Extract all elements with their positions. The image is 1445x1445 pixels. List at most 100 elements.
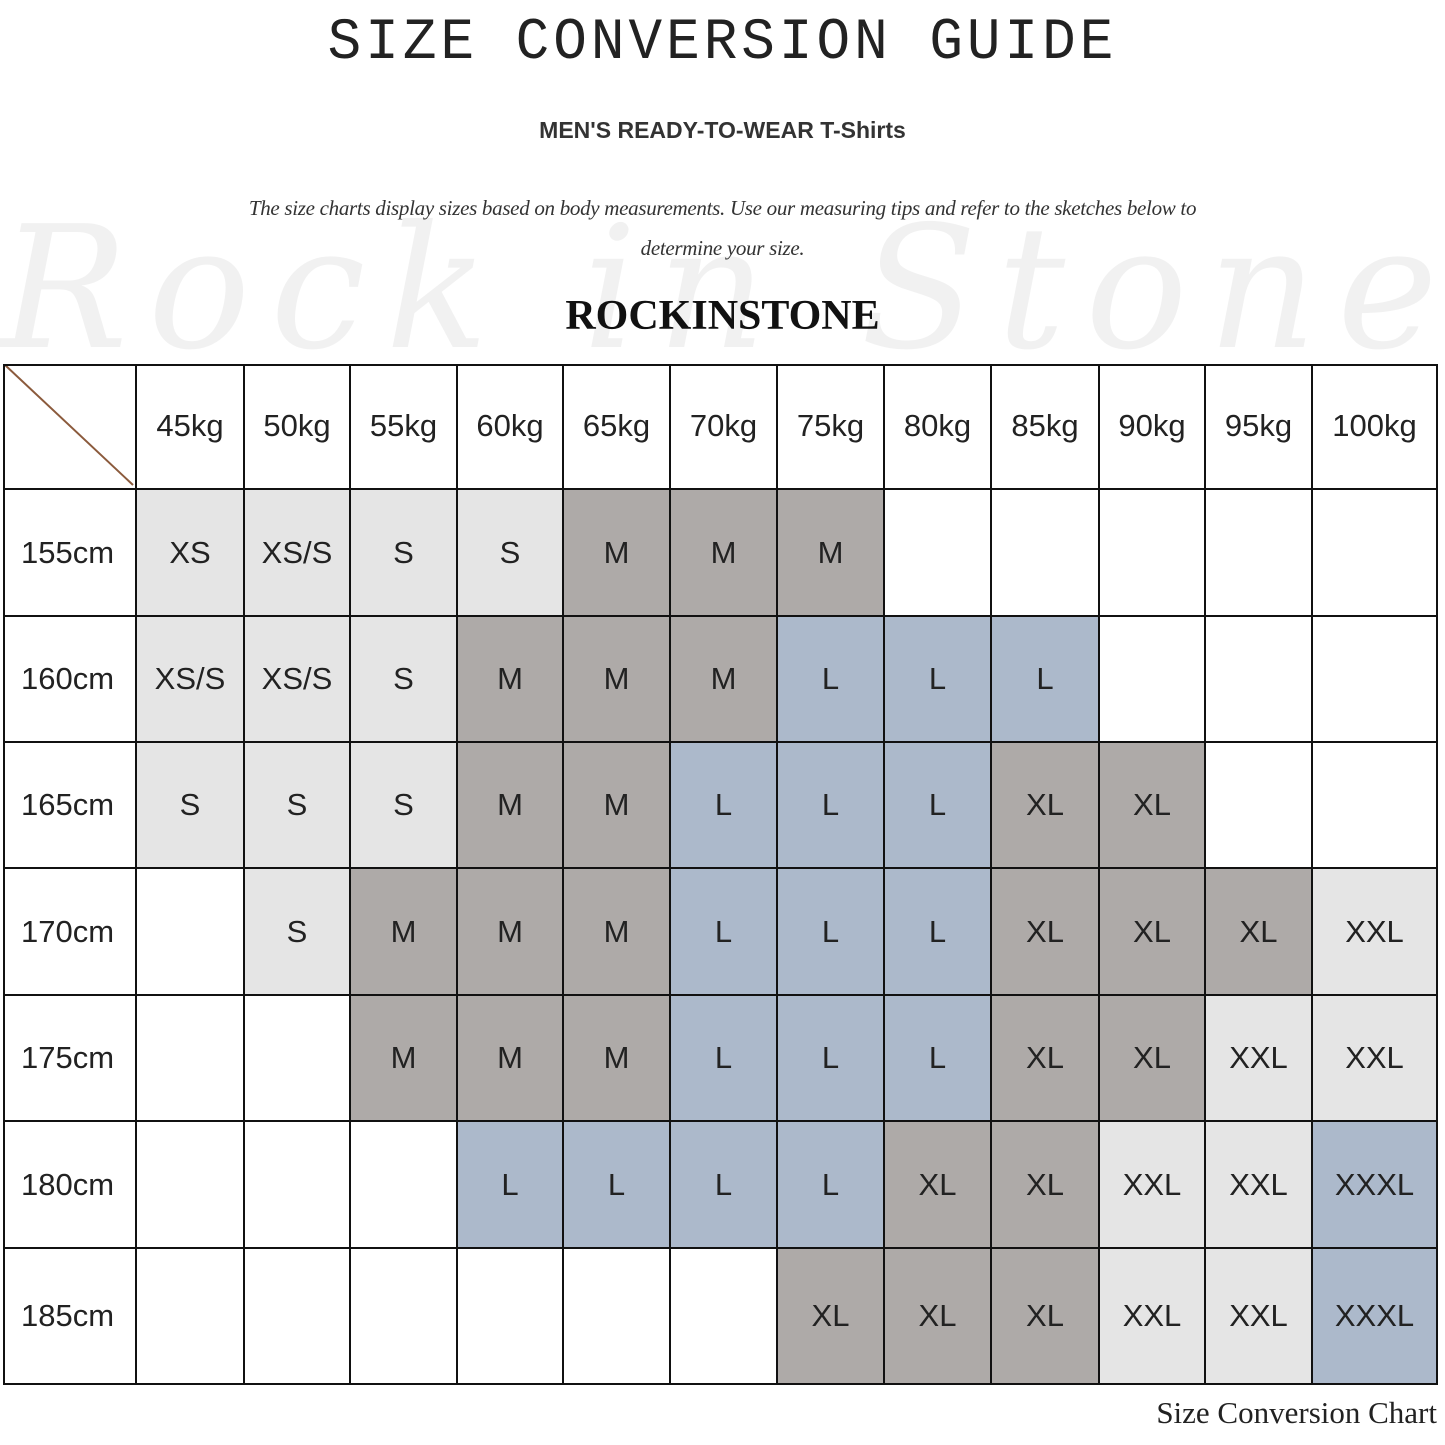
size-cell: L — [885, 617, 992, 743]
size-cell — [1100, 490, 1206, 617]
size-cell: L — [778, 869, 885, 996]
brand-name: ROCKINSTONE — [565, 293, 880, 339]
size-cell: XL — [992, 869, 1100, 996]
column-header: 65kg — [564, 364, 671, 490]
size-cell: XS/S — [245, 490, 351, 617]
column-header: 75kg — [778, 364, 885, 490]
size-cell: S — [351, 743, 458, 869]
size-cell — [1100, 617, 1206, 743]
size-cell: M — [458, 617, 564, 743]
size-cell: L — [778, 1122, 885, 1249]
size-cell: XL — [885, 1249, 992, 1385]
size-cell: XS — [137, 490, 245, 617]
size-cell — [351, 1122, 458, 1249]
size-cell: M — [564, 490, 671, 617]
size-cell: XXL — [1313, 996, 1438, 1122]
size-cell: XXXL — [1313, 1249, 1438, 1385]
size-cell — [564, 1249, 671, 1385]
size-cell: M — [351, 869, 458, 996]
size-cell: L — [671, 996, 778, 1122]
row-header: 160cm — [3, 617, 137, 743]
size-cell — [1206, 617, 1313, 743]
size-cell: XL — [992, 743, 1100, 869]
size-cell: M — [458, 869, 564, 996]
size-cell: XXL — [1206, 996, 1313, 1122]
size-cell — [137, 869, 245, 996]
size-cell: XL — [992, 996, 1100, 1122]
column-header: 60kg — [458, 364, 564, 490]
size-cell: XL — [885, 1122, 992, 1249]
size-cell — [137, 1249, 245, 1385]
size-cell: XL — [992, 1122, 1100, 1249]
size-cell: XL — [1206, 869, 1313, 996]
size-cell: XS/S — [137, 617, 245, 743]
page-title: SIZE CONVERSION GUIDE — [327, 8, 1118, 76]
size-cell: M — [671, 490, 778, 617]
size-cell: L — [564, 1122, 671, 1249]
size-cell: L — [778, 743, 885, 869]
size-cell: S — [245, 869, 351, 996]
column-header: 80kg — [885, 364, 992, 490]
size-cell: M — [564, 617, 671, 743]
column-header: 70kg — [671, 364, 778, 490]
row-header: 185cm — [3, 1249, 137, 1385]
size-cell — [245, 996, 351, 1122]
size-cell: XL — [1100, 996, 1206, 1122]
size-cell: M — [351, 996, 458, 1122]
description: The size charts display sizes based on b… — [248, 196, 1197, 260]
size-cell: L — [671, 1122, 778, 1249]
size-cell: L — [885, 996, 992, 1122]
size-cell: M — [564, 869, 671, 996]
size-cell: M — [564, 996, 671, 1122]
size-cell — [1206, 743, 1313, 869]
column-header: 95kg — [1206, 364, 1313, 490]
size-cell — [245, 1122, 351, 1249]
size-cell: L — [778, 617, 885, 743]
column-header: 100kg — [1313, 364, 1438, 490]
row-header: 175cm — [3, 996, 137, 1122]
size-cell — [1313, 490, 1438, 617]
size-cell: M — [564, 743, 671, 869]
row-header: 155cm — [3, 490, 137, 617]
size-cell — [137, 996, 245, 1122]
size-cell: L — [885, 869, 992, 996]
size-cell: S — [137, 743, 245, 869]
size-cell: S — [458, 490, 564, 617]
size-cell — [458, 1249, 564, 1385]
size-cell: M — [458, 743, 564, 869]
size-cell: XL — [1100, 743, 1206, 869]
size-cell — [885, 490, 992, 617]
column-header: 45kg — [137, 364, 245, 490]
size-cell: XXL — [1313, 869, 1438, 996]
size-cell: S — [351, 490, 458, 617]
size-cell: XS/S — [245, 617, 351, 743]
size-cell — [1313, 617, 1438, 743]
size-cell — [1313, 743, 1438, 869]
size-cell: M — [458, 996, 564, 1122]
size-cell: L — [885, 743, 992, 869]
column-header: 90kg — [1100, 364, 1206, 490]
subtitle: MEN'S READY-TO-WEAR T-Shirts — [539, 117, 906, 143]
size-cell: XXL — [1206, 1249, 1313, 1385]
diagonal-line — [4, 364, 134, 486]
size-cell: L — [778, 996, 885, 1122]
size-cell — [671, 1249, 778, 1385]
size-cell: S — [351, 617, 458, 743]
size-cell — [351, 1249, 458, 1385]
size-cell — [137, 1122, 245, 1249]
size-cell: M — [778, 490, 885, 617]
size-cell: L — [671, 743, 778, 869]
column-header: 55kg — [351, 364, 458, 490]
size-cell: XL — [778, 1249, 885, 1385]
row-header: 180cm — [3, 1122, 137, 1249]
size-cell — [1206, 490, 1313, 617]
size-cell: XXL — [1100, 1249, 1206, 1385]
corner-cell — [3, 364, 137, 490]
size-cell: XXL — [1206, 1122, 1313, 1249]
size-cell: XXXL — [1313, 1122, 1438, 1249]
size-cell: L — [671, 869, 778, 996]
size-cell — [245, 1249, 351, 1385]
size-cell — [992, 490, 1100, 617]
column-header: 50kg — [245, 364, 351, 490]
size-cell: S — [245, 743, 351, 869]
